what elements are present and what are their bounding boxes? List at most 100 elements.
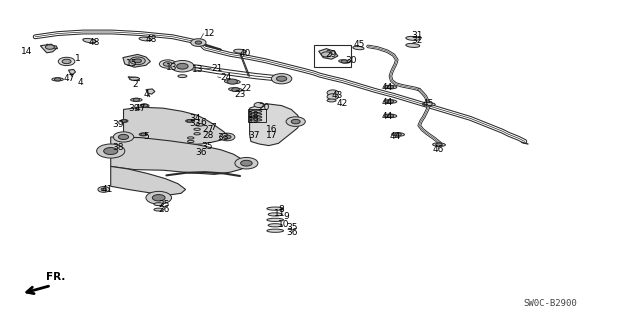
Ellipse shape (120, 119, 128, 122)
Text: 40: 40 (240, 49, 252, 58)
Ellipse shape (194, 132, 200, 135)
Ellipse shape (268, 213, 282, 216)
Polygon shape (111, 166, 186, 195)
Text: 42: 42 (337, 99, 348, 108)
Text: 20: 20 (259, 103, 270, 112)
Text: 2: 2 (132, 80, 138, 89)
Text: 47: 47 (134, 104, 146, 113)
Ellipse shape (250, 119, 262, 121)
Circle shape (254, 102, 264, 108)
Text: 23: 23 (234, 90, 246, 99)
Text: 17: 17 (266, 131, 278, 140)
Text: SW0C-B2900: SW0C-B2900 (524, 299, 577, 308)
Circle shape (321, 52, 332, 57)
Ellipse shape (327, 99, 336, 102)
Circle shape (327, 94, 339, 100)
Ellipse shape (384, 114, 397, 118)
Text: 25: 25 (159, 200, 170, 209)
Ellipse shape (83, 38, 97, 43)
Circle shape (276, 76, 287, 81)
Text: 28: 28 (202, 131, 214, 140)
Text: 16: 16 (266, 125, 278, 134)
Ellipse shape (406, 44, 420, 47)
Text: 9: 9 (284, 212, 289, 221)
Ellipse shape (384, 85, 397, 89)
Ellipse shape (268, 224, 282, 227)
Text: 33: 33 (218, 133, 229, 142)
Text: 12: 12 (204, 29, 215, 38)
Ellipse shape (140, 104, 149, 107)
Circle shape (387, 85, 394, 89)
Ellipse shape (139, 37, 152, 41)
Circle shape (341, 60, 348, 63)
Circle shape (113, 132, 134, 142)
Circle shape (271, 74, 292, 84)
Text: 18: 18 (248, 111, 260, 120)
Circle shape (54, 78, 61, 81)
Ellipse shape (228, 88, 243, 92)
Ellipse shape (392, 132, 404, 136)
Circle shape (327, 90, 339, 96)
Text: 35: 35 (202, 142, 213, 151)
Text: 45: 45 (354, 40, 365, 49)
Bar (314, 45, 351, 67)
Text: 33: 33 (189, 119, 201, 128)
Ellipse shape (267, 218, 284, 221)
Text: 44: 44 (389, 132, 401, 141)
Text: 31: 31 (412, 31, 423, 40)
Circle shape (187, 120, 192, 122)
Ellipse shape (353, 46, 364, 50)
Ellipse shape (250, 110, 262, 113)
Circle shape (195, 41, 202, 44)
Ellipse shape (339, 60, 350, 63)
Text: FR.: FR. (46, 272, 65, 282)
Ellipse shape (267, 229, 284, 232)
Ellipse shape (234, 49, 246, 53)
Text: 30: 30 (346, 56, 357, 65)
Circle shape (177, 63, 188, 69)
Ellipse shape (186, 120, 193, 122)
Polygon shape (123, 54, 150, 67)
Ellipse shape (422, 102, 435, 106)
Polygon shape (47, 44, 58, 49)
Text: 38: 38 (112, 143, 124, 152)
Circle shape (141, 133, 146, 136)
Circle shape (227, 79, 237, 84)
Text: 19: 19 (248, 116, 260, 125)
Text: 4: 4 (77, 78, 83, 87)
Text: 34: 34 (189, 114, 201, 123)
Ellipse shape (267, 207, 284, 210)
Text: 6: 6 (200, 118, 206, 127)
Ellipse shape (225, 79, 240, 84)
Polygon shape (68, 69, 76, 74)
Circle shape (134, 59, 141, 63)
Circle shape (98, 187, 109, 192)
Text: 35: 35 (287, 223, 298, 232)
Circle shape (241, 160, 252, 166)
Circle shape (171, 60, 194, 72)
Circle shape (223, 135, 231, 139)
Ellipse shape (140, 133, 148, 136)
Circle shape (286, 117, 305, 126)
Circle shape (101, 188, 106, 191)
Circle shape (104, 148, 118, 155)
Text: 11: 11 (274, 209, 285, 218)
Ellipse shape (129, 77, 140, 80)
Circle shape (159, 60, 176, 68)
Text: 47: 47 (64, 74, 76, 83)
Circle shape (118, 134, 129, 140)
Circle shape (62, 59, 71, 64)
Text: 32: 32 (412, 36, 423, 45)
Polygon shape (40, 44, 56, 53)
Ellipse shape (154, 203, 164, 205)
Circle shape (146, 191, 172, 204)
Polygon shape (111, 137, 246, 174)
Text: 48: 48 (88, 38, 100, 47)
Text: 4: 4 (143, 90, 149, 99)
Text: 43: 43 (332, 92, 343, 100)
Text: 44: 44 (381, 112, 393, 121)
Text: 46: 46 (433, 145, 444, 154)
Polygon shape (250, 104, 301, 146)
Ellipse shape (196, 124, 204, 126)
Circle shape (232, 88, 239, 92)
